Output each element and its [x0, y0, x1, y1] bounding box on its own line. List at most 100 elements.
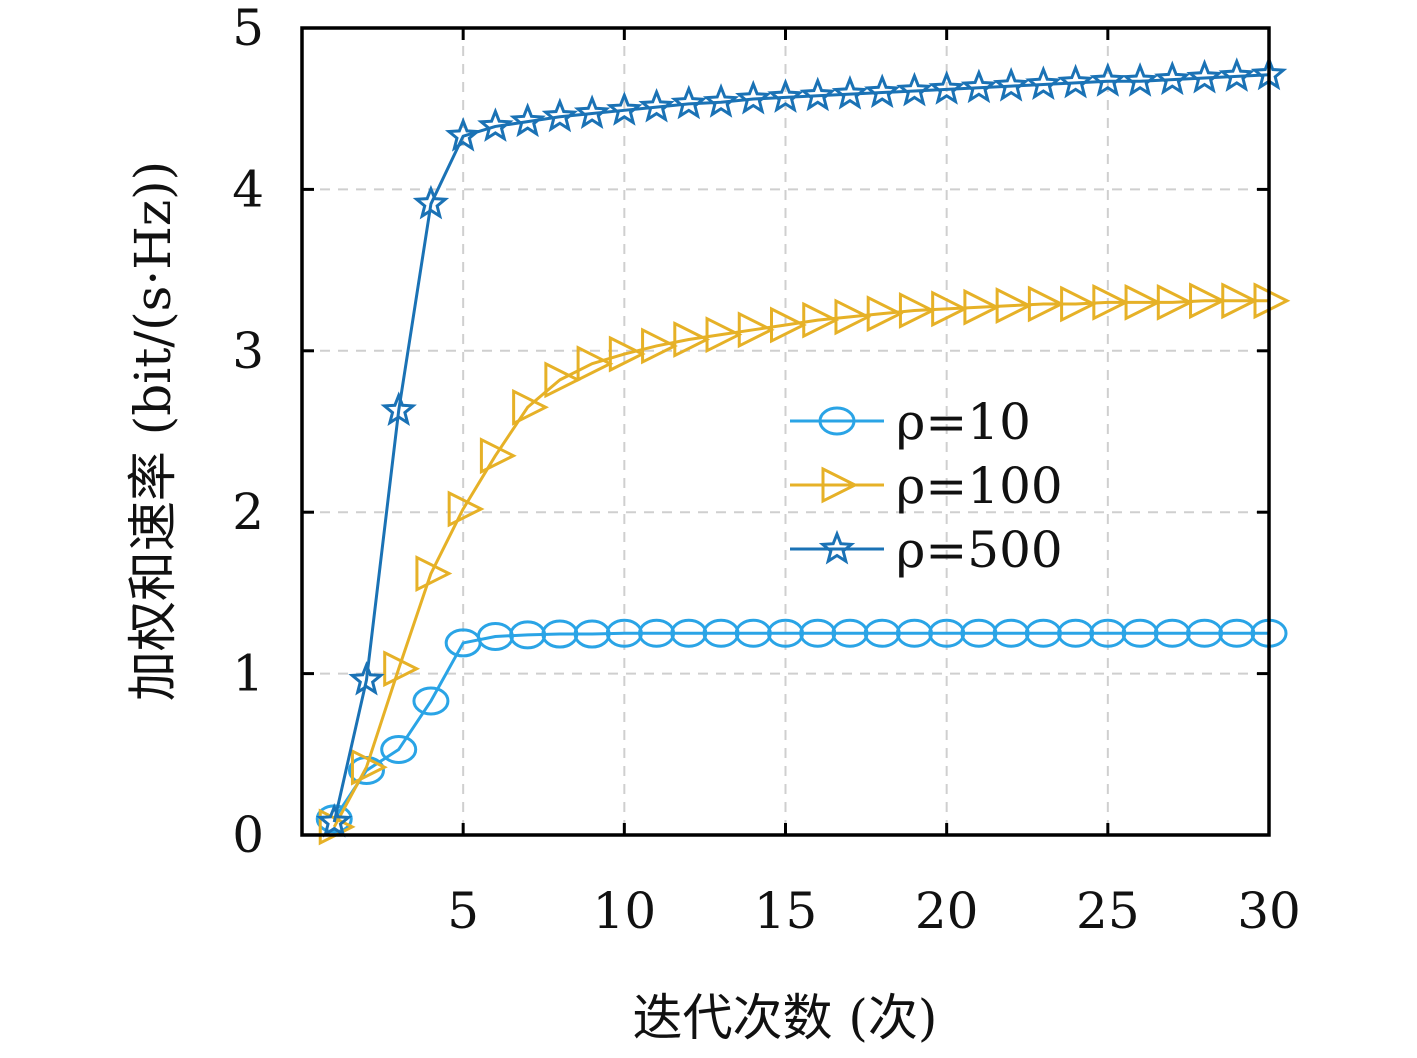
x-tick-label: 30 — [1237, 882, 1301, 940]
y-tick-label: 1 — [232, 645, 264, 703]
y-tick-label: 0 — [232, 806, 264, 864]
data-point — [544, 361, 582, 399]
data-point — [1121, 618, 1159, 648]
data-point — [509, 620, 547, 650]
data-point — [705, 316, 743, 354]
y-tick-label: 3 — [232, 322, 264, 380]
data-point — [1153, 618, 1191, 648]
data-point — [1057, 63, 1094, 99]
data-point — [1186, 618, 1224, 648]
data-point — [960, 68, 998, 104]
data-point — [734, 618, 772, 648]
data-point — [638, 87, 675, 123]
data-point — [770, 306, 807, 344]
data-point — [1057, 618, 1095, 648]
data-point — [444, 117, 482, 152]
data-point — [1027, 285, 1065, 323]
data-point — [992, 618, 1030, 648]
data-point — [831, 618, 869, 648]
data-point — [896, 71, 933, 107]
data-point — [834, 298, 872, 336]
data-point — [541, 619, 579, 649]
data-point — [1218, 618, 1256, 648]
data-point — [866, 295, 904, 333]
data-point — [1024, 618, 1062, 648]
series-1 — [315, 618, 1288, 834]
data-point — [1089, 618, 1127, 648]
series-line — [332, 631, 1269, 820]
data-point — [737, 311, 775, 349]
data-point — [799, 76, 836, 112]
series-2 — [318, 282, 1291, 846]
y-tick-label: 5 — [232, 0, 264, 57]
data-point — [1186, 58, 1223, 94]
data-point — [898, 292, 936, 329]
data-point — [415, 555, 453, 592]
legend-label: ρ=500 — [896, 521, 1063, 579]
data-point — [799, 618, 837, 648]
legend-label: ρ=10 — [896, 393, 1031, 451]
data-point — [477, 107, 514, 142]
legend-item: ρ=10 — [790, 393, 1031, 451]
data-point — [316, 802, 353, 838]
data-point — [350, 748, 388, 786]
data-point — [992, 66, 1030, 102]
data-point — [767, 618, 804, 648]
data-point — [573, 619, 611, 649]
data-point — [479, 437, 517, 475]
data-point — [476, 621, 514, 651]
data-point — [1218, 57, 1255, 92]
data-point — [383, 650, 421, 688]
data-point — [348, 660, 385, 696]
x-tick-label: 25 — [1076, 882, 1140, 940]
data-point — [1253, 282, 1291, 320]
legend-marker — [818, 406, 856, 436]
data-point — [702, 618, 740, 648]
grid — [302, 28, 1269, 835]
legend-marker — [818, 529, 856, 565]
y-tick-label: 4 — [232, 160, 264, 218]
data-point — [412, 686, 450, 716]
data-point — [380, 734, 418, 764]
data-point — [928, 618, 966, 648]
data-point — [605, 618, 643, 648]
data-point — [767, 78, 804, 113]
x-axis-title: 迭代次数 (次) — [633, 989, 938, 1047]
data-point — [638, 618, 676, 648]
data-point — [509, 102, 546, 138]
series-line — [332, 299, 1269, 828]
data-point — [1060, 285, 1097, 323]
data-point — [1025, 65, 1062, 100]
y-axis-title: 加权和速率 (bit/(s·Hz)) — [124, 161, 182, 701]
data-point — [863, 618, 901, 648]
legend-marker — [821, 466, 859, 504]
data-point — [831, 75, 869, 110]
data-point — [1156, 283, 1194, 321]
x-tick-label: 10 — [593, 882, 657, 940]
data-point — [895, 618, 933, 648]
data-point — [735, 79, 772, 115]
data-point — [1154, 60, 1191, 96]
x-tick-label: 5 — [447, 882, 479, 940]
data-point — [1124, 283, 1162, 321]
data-point — [802, 301, 840, 339]
series-layer — [315, 55, 1291, 846]
data-point — [608, 335, 646, 373]
data-point — [576, 345, 614, 383]
data-point — [1121, 62, 1159, 97]
series-line — [332, 73, 1270, 823]
data-point — [412, 184, 450, 220]
data-point — [447, 490, 485, 528]
data-point — [1221, 282, 1259, 320]
axis-ticks: 5 10 15 20 25 30 0 1 2 3 4 5 — [232, 0, 1301, 940]
legend-item: ρ=500 — [790, 521, 1063, 579]
data-point — [1092, 283, 1130, 321]
data-point — [641, 327, 678, 365]
data-point — [541, 97, 579, 133]
data-point — [380, 391, 417, 426]
data-point — [995, 287, 1033, 325]
data-point — [928, 70, 965, 105]
data-point — [606, 91, 643, 126]
